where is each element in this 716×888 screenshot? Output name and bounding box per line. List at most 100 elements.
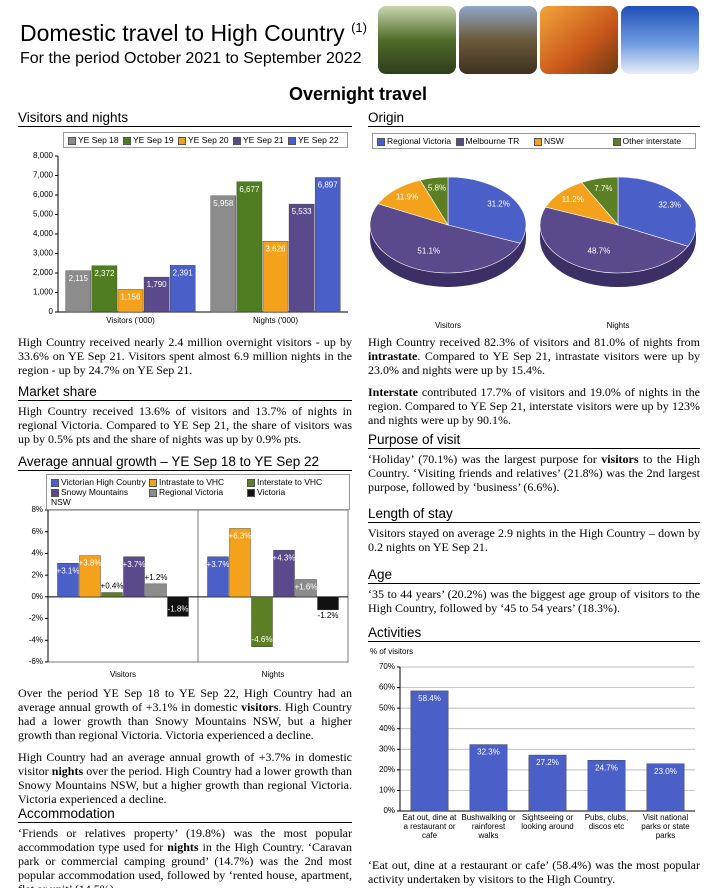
paragraph: ‘Eat out, dine at a restaurant or cafe’ … (368, 858, 700, 886)
value-label: 6,677 (239, 185, 260, 194)
legend-entry: YE Sep 20 (178, 135, 233, 145)
legend: YE Sep 18 YE Sep 19 YE Sep 20 YE Sep 21 YE S… (63, 132, 348, 148)
section-heading: Origin (368, 110, 700, 127)
legend-swatch (534, 137, 542, 146)
legend-label: Victorian High Country (61, 477, 146, 487)
legend-label: YE Sep 20 (188, 135, 229, 145)
photo (621, 6, 699, 74)
text: High Country received 82.3% of visitors … (368, 335, 700, 349)
value-label: +3.1% (57, 566, 80, 575)
bar (273, 549, 295, 598)
text: ‘Holiday’ (70.1%) was the largest purpos… (368, 452, 602, 466)
bar (167, 596, 189, 617)
y-tick-label: 0% (383, 806, 395, 815)
bold-text: Interstate (368, 385, 418, 399)
y-tick-label: 8,000 (33, 151, 54, 160)
value-label: 11.2% (562, 195, 584, 204)
section: Visitors and nights 0 1,000 2,000 3,000 4,000… (18, 110, 352, 385)
bar (469, 744, 508, 812)
value-label: 5,533 (292, 207, 313, 216)
y-tick-label: 6,000 (33, 190, 54, 199)
x-tick-label: Nights (261, 670, 285, 679)
paragraph: Interstate contributed 17.7% of visitors… (368, 385, 700, 427)
paragraph: ‘Holiday’ (70.1%) was the largest purpos… (368, 452, 700, 494)
bar (314, 177, 341, 313)
text: High Country received nearly 2.4 million… (18, 335, 352, 377)
value-label: +3.7% (207, 560, 230, 569)
legend-entry: Victorian High Country (51, 477, 149, 487)
legend-entry: YE Sep 19 (123, 135, 178, 145)
value-label: 2,115 (69, 274, 89, 283)
paragraph: High Country received nearly 2.4 million… (18, 335, 352, 377)
paragraph: High Country received 82.3% of visitors … (368, 335, 700, 377)
bar (169, 265, 196, 313)
value-label: +1.2% (145, 573, 168, 582)
bar (646, 763, 685, 812)
y-tick-label: 20% (379, 765, 395, 774)
value-label: 5,958 (213, 199, 234, 208)
legend-entry: Intrastate to VHC (149, 477, 247, 487)
legend-label: Snowy Mountains NSW (51, 487, 129, 507)
value-label: 2,391 (173, 268, 194, 277)
legend-label: Intrastate to VHC (159, 477, 225, 487)
text: Visitors stayed on average 2.9 nights in… (368, 526, 700, 554)
y-tick-label: 40% (379, 724, 395, 733)
legend-label: Victoria (257, 487, 286, 497)
value-label: +4.3% (273, 553, 296, 562)
bar (317, 596, 339, 611)
pie-label: Visitors (435, 321, 461, 330)
x-tick-label: Bushwalking or rainforest walks (461, 813, 516, 840)
section-heading: Average annual growth – YE Sep 18 to YE … (18, 454, 352, 471)
pie-slice (539, 206, 689, 274)
text: ‘Friends or relatives property’ (19.8%) … (18, 826, 352, 854)
value-label: 23.0% (654, 767, 677, 776)
x-tick-label: Eat out, dine at a restaurant or cafe (402, 813, 457, 840)
chart-plot: 8% 6% 4% 2% 0% -2% -4% -6% +3.1%+3.8% +0.4% +3.7% +… (29, 505, 349, 666)
value-label: 27.2% (536, 758, 559, 767)
bold-text: nights (51, 764, 84, 778)
legend-label: NSW (544, 136, 564, 146)
section: Accommodation ‘Friends or relatives prope… (18, 806, 352, 888)
section: Market share High Country received 13.6% … (18, 384, 352, 454)
value-label: 31.2% (487, 199, 510, 208)
y-tick-label: 4,000 (33, 229, 54, 238)
section-heading: Market share (18, 384, 352, 401)
legend-entry: Victoria (247, 487, 345, 507)
text: contributed 17.7% of visitors and 19.0% … (368, 385, 700, 427)
bar (57, 562, 79, 598)
legend-label: YE Sep 21 (243, 135, 284, 145)
y-tick-label: -2% (29, 614, 43, 623)
paragraph: High Country received 13.6% of visitors … (18, 404, 352, 446)
chart-plot: 31.2% 51.1% 11.9% 5.8% Visitors 32.3% 48.7% 11.… (369, 176, 697, 330)
bar (236, 181, 263, 313)
y-tick-label: 70% (379, 662, 395, 671)
legend-entry: Snowy Mountains NSW (51, 487, 149, 507)
legend-swatch (51, 478, 59, 487)
legend-swatch (455, 137, 464, 146)
text: . High Country had a lower growth than S… (18, 700, 353, 742)
legend: Regional Victoria Melbourne TR NSW Other in… (372, 133, 696, 149)
value-label: 3,626 (265, 244, 286, 253)
value-label: 58.4% (418, 694, 441, 703)
bar (145, 583, 167, 598)
legend-entry: NSW (534, 136, 613, 146)
y-tick-label: 60% (379, 683, 395, 692)
y-tick-label: 4% (31, 549, 43, 558)
y-tick-label: 2% (31, 570, 43, 579)
bar (143, 276, 170, 313)
bold-text: visitors (241, 700, 279, 714)
legend-swatch (247, 478, 255, 487)
value-label: 48.7% (588, 246, 611, 255)
value-label: 7.7% (594, 184, 612, 193)
value-label: 1,156 (120, 293, 141, 302)
bar (123, 556, 145, 598)
bar (410, 690, 449, 812)
legend-swatch (123, 136, 131, 145)
bar (207, 556, 229, 598)
bold-text: intrastate (368, 349, 418, 363)
pie-slice (581, 176, 619, 226)
photo (378, 6, 456, 74)
section: Origin 31.2% 51.1% 11.9% 5.8% Visitors 32.3% 48… (368, 110, 700, 435)
legend-entry: Regional Victoria (377, 136, 456, 146)
